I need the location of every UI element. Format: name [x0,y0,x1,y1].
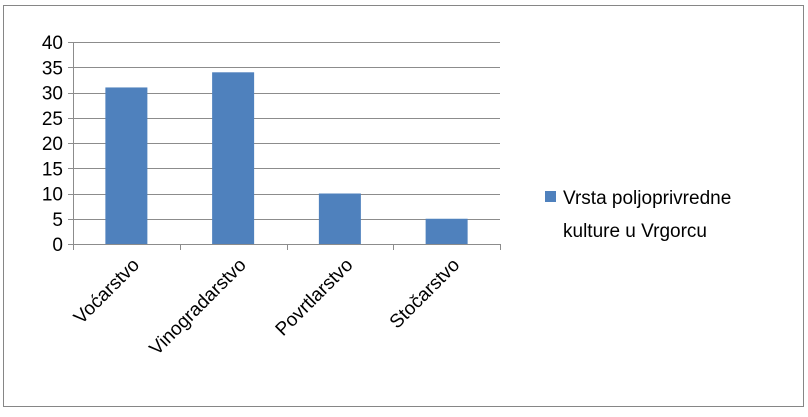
y-tick-label: 25 [42,109,63,130]
y-tick-label: 35 [42,58,63,79]
legend-label-line-1: Vrsta poljoprivredne [563,188,731,209]
legend: Vrsta poljoprivredne kulture u Vrgorcu [545,188,731,242]
y-tick-label: 5 [52,210,63,231]
bar-2 [212,72,255,244]
y-tick-label: 20 [42,134,63,155]
y-tick-label: 40 [42,33,63,54]
y-tick-label: 15 [42,159,63,180]
axes [68,42,501,250]
legend-label-line-2: kulture u Vrgorcu [563,221,707,242]
legend-swatch [545,191,556,202]
y-tick-label: 0 [52,235,63,256]
y-tick-labels: 0 5 10 15 20 25 30 35 40 [42,33,63,256]
bar-1 [105,87,148,244]
y-tick-label: 30 [42,84,63,105]
bars [105,72,468,244]
y-tick-label: 10 [42,185,63,206]
bar-3 [318,193,361,244]
bar-4 [425,218,468,244]
